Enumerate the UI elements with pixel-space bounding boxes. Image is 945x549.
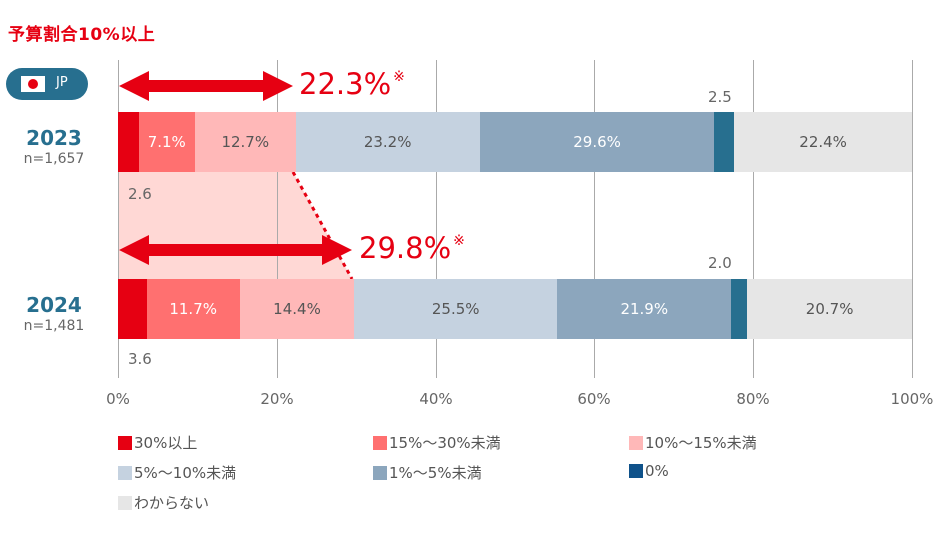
segment-value: 25.5% <box>431 300 480 318</box>
double-arrow-2024-icon <box>119 235 352 265</box>
legend-swatch <box>629 435 643 450</box>
chart-title: 予算割合10%以上 <box>8 25 156 45</box>
legend-item-zero: 0% <box>629 462 669 480</box>
legend-label: 0% <box>645 462 669 480</box>
segment-15-30: 7.1% <box>138 112 195 172</box>
legend-swatch <box>373 465 387 480</box>
segment-value: 23.2% <box>363 133 412 151</box>
row-year-2024: 2024 <box>26 293 82 317</box>
gridline-60 <box>594 60 595 378</box>
legend-swatch <box>118 495 132 510</box>
legend-item-15-30: 15%〜30%未満 <box>373 432 501 453</box>
legend-item-1-5: 1%〜5%未満 <box>373 462 482 483</box>
axis-tick-80: 80% <box>736 390 770 408</box>
gridline-40 <box>436 60 437 378</box>
note-mark: ※ <box>453 233 465 249</box>
segment-30plus <box>118 112 139 172</box>
bar-2024: 11.7% 14.4% 25.5% 21.9% 20.7% <box>118 279 912 339</box>
axis-tick-60: 60% <box>577 390 611 408</box>
axis-tick-40: 40% <box>419 390 453 408</box>
legend-label: 1%〜5%未満 <box>389 464 482 482</box>
row-n-2023: n=1,657 <box>23 151 85 167</box>
label-2023-zero: 2.5 <box>708 88 732 106</box>
row-n-2024: n=1,481 <box>23 318 85 334</box>
segment-30plus <box>118 279 147 339</box>
legend-item-5-10: 5%〜10%未満 <box>118 462 236 483</box>
gridline-20 <box>277 60 278 378</box>
legend-swatch <box>118 465 132 480</box>
double-arrow-2023-icon <box>119 71 293 101</box>
axis-tick-100: 100% <box>890 390 934 408</box>
segment-value: 29.6% <box>573 133 621 151</box>
gridline-80 <box>753 60 754 378</box>
legend-item-30plus: 30%以上 <box>118 432 197 453</box>
segment-10-15: 12.7% <box>194 112 296 172</box>
country-label: JP <box>56 75 68 90</box>
segment-value: 21.9% <box>620 300 669 318</box>
segment-value: 14.4% <box>273 300 321 318</box>
segment-value: 22.4% <box>799 133 847 151</box>
axis-tick-0: 0% <box>106 390 130 408</box>
label-2024-zero: 2.0 <box>708 254 732 272</box>
row-year-2023: 2023 <box>26 126 82 150</box>
segment-15-30: 11.7% <box>146 279 240 339</box>
segment-zero <box>714 112 735 172</box>
gridline-100 <box>912 60 913 378</box>
segment-unknown: 20.7% <box>747 279 912 339</box>
segment-unknown: 22.4% <box>734 112 912 172</box>
segment-5-10: 25.5% <box>354 279 558 339</box>
label-2023-30plus: 2.6 <box>128 185 152 203</box>
segment-value: 12.7% <box>221 133 270 151</box>
legend-label: わからない <box>134 494 210 512</box>
callout-2024: 29.8% ※ <box>359 231 465 265</box>
segment-value: 7.1% <box>147 133 186 151</box>
legend-label: 10%〜15%未満 <box>645 434 757 452</box>
gridline-0 <box>118 60 119 378</box>
axis-tick-20: 20% <box>260 390 294 408</box>
callout-2023: 22.3% ※ <box>299 67 405 101</box>
segment-zero <box>731 279 748 339</box>
legend-swatch <box>118 435 132 450</box>
callout-value: 22.3% <box>299 67 392 101</box>
segment-value: 20.7% <box>805 300 854 318</box>
segment-1-5: 21.9% <box>557 279 732 339</box>
japan-flag-icon <box>21 76 45 92</box>
legend-label: 15%〜30%未満 <box>389 434 501 452</box>
note-mark: ※ <box>393 69 405 85</box>
segment-10-15: 14.4% <box>239 279 355 339</box>
segment-value: 11.7% <box>169 300 217 318</box>
legend-item-10-15: 10%〜15%未満 <box>629 432 757 453</box>
legend-swatch <box>373 435 387 450</box>
legend-item-unknown: わからない <box>118 492 209 513</box>
callout-value: 29.8% <box>359 231 452 265</box>
legend-label: 5%〜10%未満 <box>134 464 237 482</box>
country-badge: JP <box>6 68 88 100</box>
legend-label: 30%以上 <box>134 434 198 452</box>
segment-1-5: 29.6% <box>479 112 715 172</box>
segment-5-10: 23.2% <box>295 112 480 172</box>
label-2024-30plus: 3.6 <box>128 350 152 368</box>
bar-2023: 7.1% 12.7% 23.2% 29.6% 22.4% <box>118 112 912 172</box>
legend-swatch <box>629 464 643 478</box>
